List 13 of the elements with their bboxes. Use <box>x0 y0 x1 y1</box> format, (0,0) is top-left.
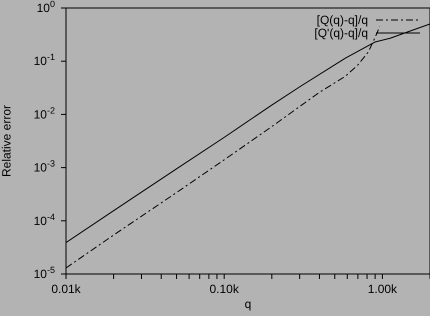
y-axis-title: Relative error <box>0 104 14 178</box>
y-tick-label: 10$^{-4}$ <box>34 212 55 228</box>
y-tick-label: 10$^{-3}$ <box>34 158 55 175</box>
legend-label: [Q'(q)-q]/q <box>314 26 368 40</box>
x-tick-label: 1.00k <box>368 282 398 296</box>
x-tick-label: 0.01k <box>51 282 82 296</box>
x-axis-title: q <box>244 297 252 311</box>
y-tick-label: 10$^{-5}$ <box>34 265 55 281</box>
legend-label: [Q(q)-q]/q <box>316 13 368 27</box>
y-tick-label: 10$^{0}$ <box>36 0 55 15</box>
x-tick-label: 0.10k <box>210 282 240 296</box>
y-tick-label: 10$^{-2}$ <box>34 105 55 122</box>
y-tick-label: 10$^{-1}$ <box>34 52 55 68</box>
